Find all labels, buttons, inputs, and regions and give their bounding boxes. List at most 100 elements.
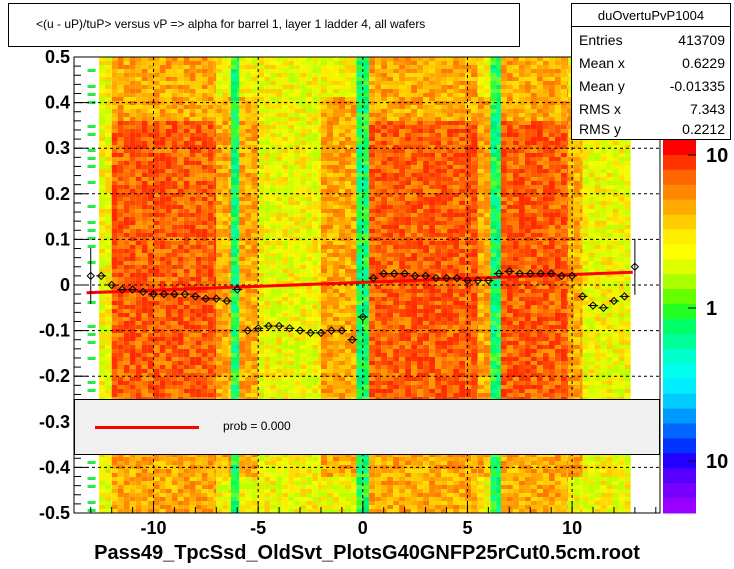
heatmap-cell: [207, 505, 214, 509]
heatmap-cell: [312, 165, 319, 169]
heatmap-cell: [111, 285, 112, 289]
heatmap-cell: [276, 485, 283, 489]
heatmap-cell: [288, 269, 295, 273]
heatmap-cell: [171, 321, 178, 325]
heatmap-cell: [312, 369, 319, 373]
heatmap-cell: [222, 289, 229, 293]
heatmap-cell: [129, 373, 136, 377]
heatmap-cell: [111, 345, 118, 349]
heatmap-cell: [321, 189, 327, 193]
heatmap-cell: [135, 193, 142, 197]
heatmap-cell: [294, 257, 301, 261]
heatmap-cell: [111, 153, 112, 157]
heatmap-cell: [300, 125, 307, 129]
heatmap-cell: [165, 473, 172, 477]
heatmap-cell: [276, 349, 283, 353]
heatmap-cell: [105, 189, 112, 193]
heatmap-cell: [99, 317, 106, 321]
heatmap-cell: [171, 361, 178, 365]
heatmap-cell: [105, 481, 112, 485]
heatmap-cell: [153, 389, 160, 393]
heatmap-cell: [165, 373, 172, 377]
heatmap-cell: [245, 193, 252, 197]
heatmap-cell: [213, 393, 217, 397]
heatmap-cell: [99, 389, 106, 393]
heatmap-cell: [123, 245, 130, 249]
heatmap-cell: [171, 237, 178, 241]
heatmap-cell: [312, 289, 319, 293]
heatmap-cell: [99, 169, 106, 173]
heatmap-cell: [183, 205, 190, 209]
heatmap-cell: [239, 213, 246, 217]
heatmap-cell: [276, 145, 283, 149]
heatmap-cell: [264, 349, 271, 353]
heatmap-cell: [312, 293, 319, 297]
heatmap-cell: [177, 141, 184, 145]
heatmap-cell: [312, 189, 319, 193]
heatmap-cell: [117, 225, 124, 229]
heatmap-cell: [111, 73, 112, 77]
heatmap-cell: [270, 321, 277, 325]
heatmap-cell: [257, 365, 259, 369]
heatmap-cell: [231, 489, 237, 493]
heatmap-cell: [177, 57, 184, 61]
heatmap-cell: [294, 61, 301, 65]
heatmap-cell: [201, 501, 208, 505]
heatmap-cell: [306, 265, 313, 269]
heatmap-cell: [201, 365, 208, 369]
heatmap-cell: [159, 269, 166, 273]
heatmap-cell: [171, 249, 178, 253]
heatmap-cell: [312, 125, 319, 129]
heatmap-cell: [300, 169, 307, 173]
heatmap-cell: [111, 145, 118, 149]
heatmap-cell: [245, 109, 252, 113]
heatmap-cell: [216, 173, 223, 177]
heatmap-cell: [117, 233, 124, 237]
heatmap-cell: [135, 249, 142, 253]
heatmap-cell: [237, 85, 240, 89]
heatmap-cell: [153, 189, 160, 193]
heatmap-cell: [141, 333, 148, 337]
heatmap-cell: [228, 277, 231, 281]
heatmap-cell: [195, 129, 202, 133]
heatmap-cell: [177, 353, 184, 357]
heatmap-cell: [282, 485, 289, 489]
heatmap-cell: [117, 357, 124, 361]
heatmap-cell: [213, 189, 217, 193]
heatmap-cell: [195, 109, 202, 113]
heatmap-cell: [216, 121, 223, 125]
heatmap-cell: [245, 477, 252, 481]
heatmap-cell: [251, 269, 258, 273]
heatmap-cell: [333, 173, 339, 177]
heatmap-cell: [171, 281, 178, 285]
heatmap-cell: [153, 373, 160, 377]
heatmap-cell: [264, 333, 271, 337]
heatmap-cell: [257, 209, 259, 213]
heatmap-cell: [306, 345, 313, 349]
heatmap-cell: [111, 465, 118, 469]
heatmap-cell: [300, 153, 307, 157]
heatmap-cell: [195, 105, 202, 109]
heatmap-cell: [99, 273, 106, 277]
heatmap-cell: [216, 293, 223, 297]
heatmap-cell: [99, 457, 106, 461]
heatmap-cell: [189, 345, 196, 349]
heatmap-cell: [318, 201, 321, 205]
heatmap-cell: [276, 309, 283, 313]
heatmap-cell: [251, 261, 258, 265]
heatmap-cell: [245, 57, 252, 61]
heatmap-cell: [327, 461, 333, 465]
heatmap-cell: [251, 473, 258, 477]
heatmap-cell: [99, 249, 106, 253]
heatmap-cell: [245, 137, 252, 141]
heatmap-cell: [306, 169, 313, 173]
heatmap-cell: [306, 309, 313, 313]
heatmap-cell: [258, 93, 265, 97]
heatmap-cell: [111, 473, 118, 477]
heatmap-cell: [300, 341, 307, 345]
heatmap-cell: [153, 473, 160, 477]
heatmap-cell: [171, 493, 178, 497]
heatmap-cell: [294, 289, 301, 293]
heatmap-cell: [147, 353, 154, 357]
heatmap-cell: [294, 69, 301, 73]
